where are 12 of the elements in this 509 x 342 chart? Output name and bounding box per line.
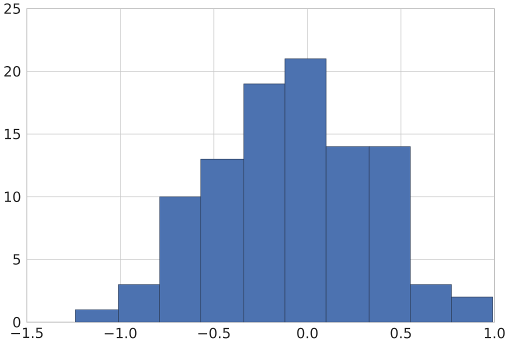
x-tick-label: 1.0 bbox=[484, 328, 505, 339]
x-tick-label: −1.0 bbox=[104, 328, 136, 339]
x-tick-label: −0.5 bbox=[198, 328, 230, 339]
y-tick-label: 25 bbox=[4, 3, 20, 14]
y-tick-label: 0 bbox=[13, 316, 20, 328]
y-tick-label: 20 bbox=[4, 66, 20, 77]
y-tick-label: 15 bbox=[4, 128, 20, 140]
x-tick-label: 0.0 bbox=[297, 328, 318, 339]
x-tick-label: 0.5 bbox=[390, 328, 411, 339]
x-tick-label: −1.5 bbox=[11, 328, 43, 338]
y-tick-label: 5 bbox=[13, 254, 20, 265]
y-tick-label: 10 bbox=[4, 192, 20, 202]
